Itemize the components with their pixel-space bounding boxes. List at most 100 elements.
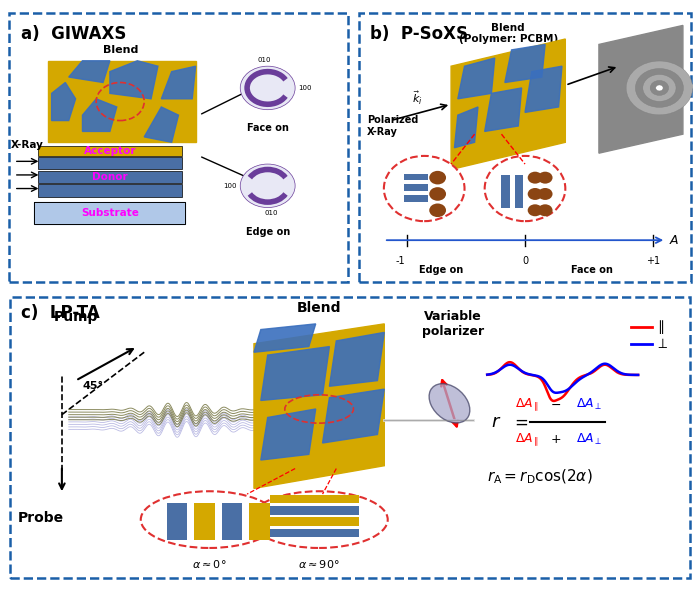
Circle shape	[650, 80, 668, 95]
Circle shape	[240, 66, 295, 110]
Bar	[501, 175, 510, 207]
Polygon shape	[254, 324, 384, 488]
Text: $\perp$: $\perp$	[655, 337, 669, 350]
Text: $r_{\rm A} = r_{\rm D}{\rm cos}(2\alpha)$: $r_{\rm A} = r_{\rm D}{\rm cos}(2\alpha)…	[487, 468, 593, 486]
Text: 45°: 45°	[83, 381, 104, 391]
Bar	[404, 184, 428, 191]
Text: Pump: Pump	[53, 310, 98, 324]
Text: $\alpha \approx 90°$: $\alpha \approx 90°$	[298, 558, 340, 570]
Circle shape	[429, 171, 446, 184]
Bar	[270, 529, 359, 537]
Polygon shape	[48, 61, 196, 142]
Circle shape	[528, 171, 542, 184]
Polygon shape	[110, 61, 158, 99]
Polygon shape	[254, 324, 316, 352]
Polygon shape	[330, 332, 384, 387]
Bar	[222, 503, 242, 540]
Circle shape	[626, 61, 693, 115]
Bar	[38, 145, 182, 157]
Text: Probe: Probe	[18, 511, 64, 525]
Circle shape	[484, 156, 566, 221]
Polygon shape	[323, 389, 384, 443]
Circle shape	[429, 203, 446, 217]
Circle shape	[141, 491, 278, 548]
Bar	[249, 503, 270, 540]
Circle shape	[538, 171, 552, 184]
Text: b)  P-SoXS: b) P-SoXS	[370, 25, 468, 43]
Text: $A$: $A$	[669, 233, 680, 246]
Text: -1: -1	[396, 256, 405, 267]
Bar	[38, 171, 182, 183]
Circle shape	[251, 491, 388, 548]
Text: X-Ray: X-Ray	[10, 140, 43, 150]
Text: $\Delta A_{\parallel}$: $\Delta A_{\parallel}$	[514, 431, 539, 448]
Text: Edge on: Edge on	[419, 265, 463, 275]
Text: 0: 0	[522, 256, 528, 267]
Circle shape	[384, 156, 465, 221]
Text: $\alpha \approx 0°$: $\alpha \approx 0°$	[192, 558, 227, 570]
Polygon shape	[458, 58, 495, 99]
Circle shape	[240, 164, 295, 207]
Text: $\Delta A_{\perp}$: $\Delta A_{\perp}$	[576, 397, 603, 413]
Text: Substrate: Substrate	[81, 208, 139, 218]
Circle shape	[253, 174, 283, 198]
Text: Acceptor: Acceptor	[83, 146, 136, 156]
Text: $\vec{k}_i$: $\vec{k}_i$	[412, 89, 423, 107]
Text: Blend: Blend	[102, 46, 138, 56]
Bar	[195, 503, 215, 540]
Text: Variable
polarizer: Variable polarizer	[422, 310, 484, 337]
Polygon shape	[599, 25, 683, 153]
Text: Donor: Donor	[92, 172, 127, 182]
Text: c)  LP-TA: c) LP-TA	[21, 304, 99, 322]
Text: 100: 100	[223, 183, 237, 189]
Polygon shape	[83, 99, 117, 131]
Text: Edge on: Edge on	[246, 226, 290, 236]
Text: 100: 100	[298, 85, 312, 91]
Ellipse shape	[429, 384, 470, 423]
Bar	[515, 175, 524, 207]
Bar	[38, 157, 182, 170]
Polygon shape	[505, 44, 545, 83]
Text: Face on: Face on	[246, 124, 288, 134]
Text: $-$: $-$	[550, 398, 561, 411]
Text: Blend
(Polymer: PCBM): Blend (Polymer: PCBM)	[458, 22, 558, 44]
Text: $r$: $r$	[491, 413, 501, 431]
Text: +1: +1	[645, 256, 659, 267]
Polygon shape	[261, 346, 330, 401]
Text: Blend: Blend	[297, 301, 342, 316]
Circle shape	[538, 204, 552, 216]
Bar	[404, 196, 428, 202]
Text: $\parallel$: $\parallel$	[655, 318, 665, 336]
Polygon shape	[34, 202, 186, 224]
Circle shape	[656, 85, 663, 91]
Polygon shape	[52, 83, 76, 121]
Polygon shape	[144, 107, 178, 142]
Bar	[404, 174, 428, 180]
Circle shape	[528, 204, 542, 216]
Polygon shape	[525, 66, 562, 112]
Polygon shape	[261, 409, 316, 460]
Polygon shape	[69, 61, 110, 83]
Bar	[38, 184, 182, 197]
Text: $\Delta A_{\parallel}$: $\Delta A_{\parallel}$	[514, 397, 539, 413]
Bar	[270, 495, 359, 503]
Polygon shape	[484, 88, 522, 131]
Circle shape	[643, 74, 676, 102]
Circle shape	[528, 188, 542, 200]
Text: a)  GIWAXS: a) GIWAXS	[21, 25, 126, 43]
Text: Face on: Face on	[571, 265, 613, 275]
Bar	[270, 506, 359, 515]
Polygon shape	[451, 39, 566, 170]
Polygon shape	[161, 66, 196, 99]
Polygon shape	[454, 107, 478, 148]
Text: $+$: $+$	[550, 433, 561, 446]
Text: $=$: $=$	[511, 413, 528, 431]
Bar	[270, 517, 359, 526]
Text: Polarized
X-Ray: Polarized X-Ray	[367, 115, 419, 137]
Circle shape	[636, 69, 683, 108]
Bar	[167, 503, 188, 540]
Text: 010: 010	[258, 57, 271, 63]
Text: $\Delta A_{\perp}$: $\Delta A_{\perp}$	[576, 432, 603, 447]
Text: 010: 010	[265, 210, 278, 216]
Circle shape	[429, 187, 446, 201]
